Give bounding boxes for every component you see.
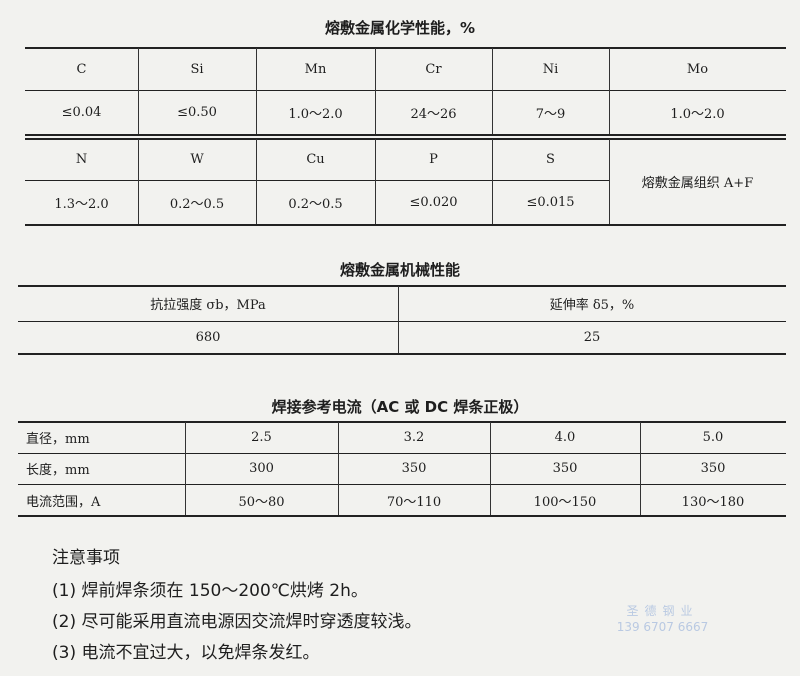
current-value: 300	[249, 461, 274, 476]
current-value: 350	[552, 461, 578, 476]
element-header: P	[429, 152, 438, 167]
mechanical-value: 25	[583, 330, 601, 345]
notes-heading: 注意事项	[52, 548, 120, 568]
column-line	[138, 48, 139, 134]
rule-line	[25, 180, 609, 181]
rule-line	[18, 421, 786, 423]
note-item: (2) 尽可能采用直流电源因交流焊时穿透度较浅。	[52, 612, 422, 632]
element-value: 1.0～2.0	[288, 107, 343, 122]
element-value: 24～26	[410, 107, 457, 122]
column-line	[398, 286, 399, 353]
rule-line	[18, 515, 786, 517]
row-label: 电流范围，A	[26, 494, 101, 510]
rule-line	[25, 224, 786, 226]
watermark-name: 圣德钢业	[626, 604, 699, 618]
rule-line	[25, 47, 786, 49]
current-value: 130～180	[681, 494, 745, 510]
rule-line	[25, 138, 786, 140]
mechanical-title: 熔敷金属机械性能	[339, 261, 460, 279]
note-item: (3) 电流不宜过大，以免焊条发红。	[52, 643, 320, 663]
column-line	[490, 422, 491, 515]
column-line	[492, 48, 493, 134]
rule-line	[18, 321, 786, 322]
current-title: 焊接参考电流（AC 或 DC 焊条正极）	[271, 398, 529, 416]
current-value: 50～80	[238, 494, 285, 510]
current-value: 100～150	[533, 494, 597, 510]
column-line	[640, 422, 641, 515]
rule-line	[18, 353, 786, 355]
mechanical-value: 680	[195, 330, 221, 345]
element-header: S	[546, 152, 555, 167]
column-line	[375, 139, 376, 224]
current-value: 70～110	[386, 494, 442, 510]
element-value: 0.2～0.5	[288, 197, 343, 212]
rule-line	[18, 453, 786, 454]
watermark: 圣德钢业 139 6707 6667	[605, 603, 720, 635]
watermark-phone: 139 6707 6667	[616, 620, 709, 634]
element-header: Si	[190, 61, 204, 77]
column-line	[256, 48, 257, 134]
column-line	[338, 422, 339, 515]
element-value: 0.2～0.5	[169, 197, 225, 212]
current-value: 4.0	[554, 430, 576, 445]
rule-line	[25, 90, 786, 91]
current-value: 350	[700, 461, 726, 476]
row-label: 长度，mm	[26, 463, 90, 478]
rule-line	[18, 285, 786, 287]
element-header: C	[76, 61, 87, 77]
element-value: ≤0.50	[177, 105, 217, 120]
element-header: Mo	[686, 61, 709, 77]
element-value: ≤0.015	[526, 195, 575, 210]
mechanical-header: 抗拉强度 σb，MPa	[150, 298, 266, 313]
column-line	[138, 139, 139, 224]
element-header: Mn	[304, 61, 327, 77]
column-line	[492, 139, 493, 224]
structure-cell: 熔敷金属组织 A+F	[641, 176, 754, 191]
element-value: 1.3～2.0	[54, 197, 109, 212]
element-header: Ni	[542, 61, 559, 77]
element-header: N	[75, 152, 88, 167]
column-line	[609, 139, 610, 224]
column-line	[256, 139, 257, 224]
element-header: Cu	[306, 152, 325, 167]
element-value: 1.0～2.0	[670, 107, 725, 122]
column-line	[609, 48, 610, 134]
column-line	[185, 422, 186, 515]
element-header: Cr	[425, 61, 442, 77]
element-value: ≤0.020	[409, 195, 458, 210]
element-value: 7～9	[535, 107, 566, 122]
rule-line	[25, 134, 786, 136]
current-value: 3.2	[403, 430, 425, 445]
element-header: W	[190, 152, 204, 167]
rule-line	[18, 484, 786, 485]
current-value: 350	[401, 461, 427, 476]
mechanical-header: 延伸率 δ5，%	[549, 298, 635, 313]
current-value: 2.5	[251, 430, 272, 445]
current-value: 5.0	[702, 430, 724, 445]
column-line	[375, 48, 376, 134]
element-value: ≤0.04	[61, 105, 102, 120]
row-label: 直径，mm	[26, 432, 90, 447]
chemical-title: 熔敷金属化学性能，%	[324, 19, 476, 37]
note-item: (1) 焊前焊条须在 150～200℃烘烤 2h。	[52, 581, 368, 601]
